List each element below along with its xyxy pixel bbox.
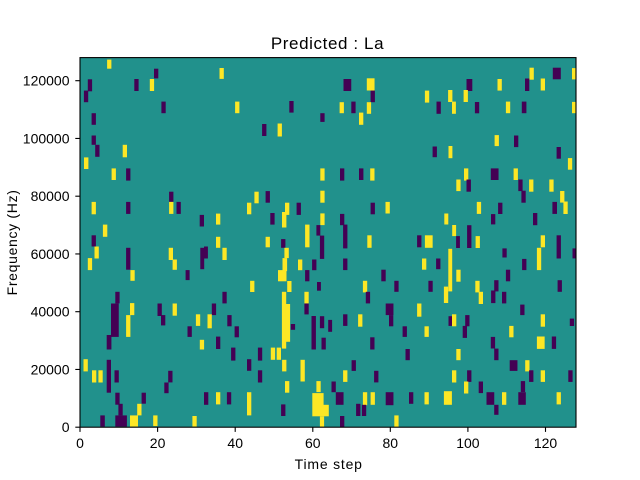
svg-text:100000: 100000: [23, 130, 70, 146]
svg-text:60000: 60000: [31, 246, 70, 262]
svg-text:Time step: Time step: [295, 456, 363, 472]
svg-text:120: 120: [534, 435, 558, 451]
svg-text:120000: 120000: [23, 73, 70, 89]
svg-text:40000: 40000: [31, 304, 70, 320]
svg-text:60: 60: [305, 435, 321, 451]
svg-text:20000: 20000: [31, 361, 70, 377]
svg-text:Predicted : La: Predicted : La: [271, 34, 384, 53]
svg-text:Frequency (Hz): Frequency (Hz): [4, 189, 20, 295]
svg-text:40: 40: [227, 435, 243, 451]
svg-text:80: 80: [383, 435, 399, 451]
svg-text:20: 20: [150, 435, 166, 451]
svg-text:0: 0: [76, 435, 84, 451]
svg-text:100: 100: [456, 435, 480, 451]
svg-text:80000: 80000: [31, 188, 70, 204]
svg-text:0: 0: [62, 419, 70, 435]
